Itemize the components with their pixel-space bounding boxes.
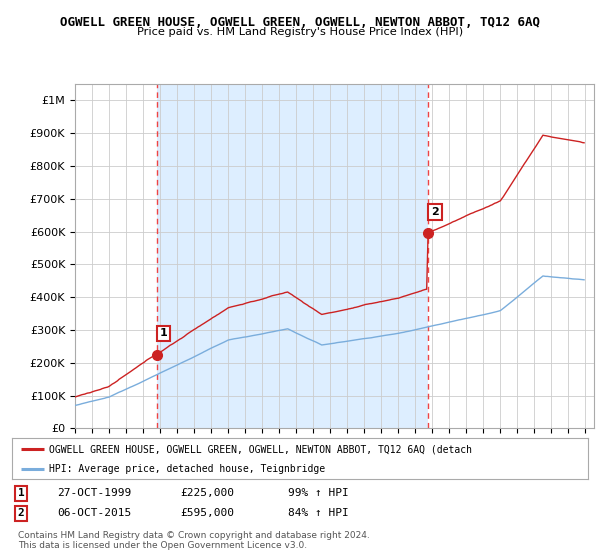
Text: 06-OCT-2015: 06-OCT-2015 <box>57 508 131 519</box>
Text: 2: 2 <box>431 207 439 217</box>
Text: 99% ↑ HPI: 99% ↑ HPI <box>288 488 349 498</box>
Text: Contains HM Land Registry data © Crown copyright and database right 2024.
This d: Contains HM Land Registry data © Crown c… <box>18 531 370 550</box>
Text: Price paid vs. HM Land Registry's House Price Index (HPI): Price paid vs. HM Land Registry's House … <box>137 27 463 37</box>
Text: 27-OCT-1999: 27-OCT-1999 <box>57 488 131 498</box>
Bar <box>157 84 428 428</box>
Text: OGWELL GREEN HOUSE, OGWELL GREEN, OGWELL, NEWTON ABBOT, TQ12 6AQ (detach: OGWELL GREEN HOUSE, OGWELL GREEN, OGWELL… <box>49 445 472 454</box>
Text: HPI: Average price, detached house, Teignbridge: HPI: Average price, detached house, Teig… <box>49 464 326 474</box>
Text: 1: 1 <box>160 328 168 338</box>
Text: £595,000: £595,000 <box>180 508 234 519</box>
Text: £225,000: £225,000 <box>180 488 234 498</box>
Text: 84% ↑ HPI: 84% ↑ HPI <box>288 508 349 519</box>
Text: OGWELL GREEN HOUSE, OGWELL GREEN, OGWELL, NEWTON ABBOT, TQ12 6AQ: OGWELL GREEN HOUSE, OGWELL GREEN, OGWELL… <box>60 16 540 29</box>
Text: 1: 1 <box>17 488 25 498</box>
Text: 2: 2 <box>17 508 25 519</box>
